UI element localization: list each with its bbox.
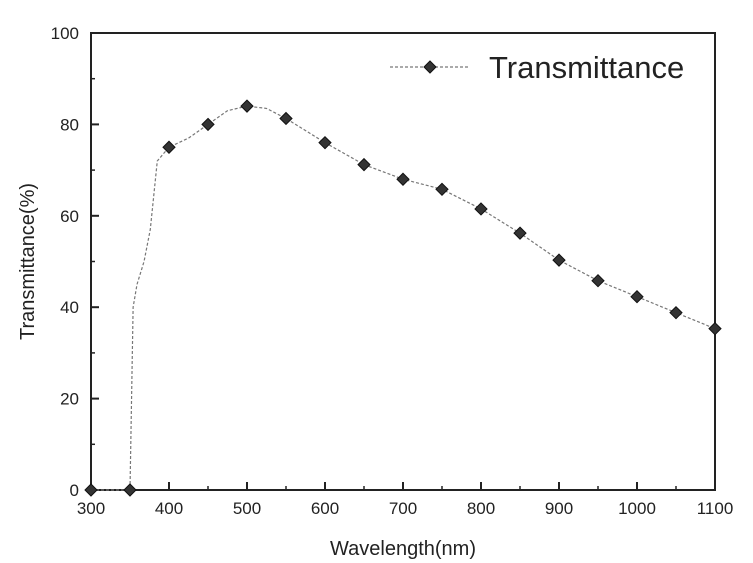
data-point [669,305,683,320]
data-point [552,253,566,267]
data-point [591,273,605,288]
data-point [708,321,722,336]
data-point [201,117,215,132]
data-point [357,157,371,172]
data-point [318,135,332,150]
legend-marker-icon [423,60,437,74]
y-tick-label: 100 [51,24,79,43]
y-tick-label: 0 [70,481,79,500]
x-tick-label: 400 [155,499,183,518]
y-axis-label: Transmittance(%) [17,183,39,340]
data-point [84,483,98,497]
data-point [279,111,293,126]
data-point [240,99,254,113]
x-tick-label: 900 [545,499,573,518]
x-axis-label: Wavelength(nm) [330,538,476,560]
x-tick-label: 600 [311,499,339,518]
data-point [630,289,644,304]
series-line [91,105,716,491]
plot-frame [90,32,716,491]
y-tick-label: 20 [60,390,79,409]
x-tick-label: 800 [467,499,495,518]
data-point [396,172,410,186]
x-tick-label: 700 [389,499,417,518]
y-tick-label: 80 [60,115,79,134]
y-tick-label: 40 [60,298,79,317]
data-point [474,202,488,216]
x-tick-label: 300 [77,499,105,518]
x-tick-label: 1100 [697,499,734,518]
x-tick-label: 500 [233,499,261,518]
y-tick-label: 60 [60,207,79,226]
data-point [513,226,527,240]
x-tick-label: 1000 [618,499,656,518]
legend-label: Transmittance [489,50,684,85]
data-point [435,182,449,197]
data-point [123,483,137,497]
data-point [162,140,176,154]
